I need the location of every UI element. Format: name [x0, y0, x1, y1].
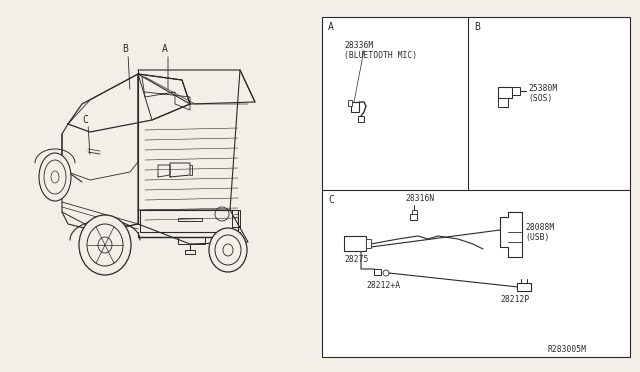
Ellipse shape — [44, 160, 66, 194]
Bar — [498, 87, 512, 98]
Ellipse shape — [87, 224, 123, 266]
Text: (USB): (USB) — [525, 232, 549, 241]
Text: 28275: 28275 — [344, 256, 369, 264]
Bar — [351, 102, 359, 112]
Bar — [322, 17, 630, 357]
Ellipse shape — [79, 215, 131, 275]
Bar — [348, 100, 352, 106]
Text: C: C — [82, 115, 88, 125]
Ellipse shape — [223, 244, 233, 256]
Bar — [412, 210, 417, 214]
Bar — [358, 116, 364, 122]
Text: A: A — [328, 22, 334, 32]
Ellipse shape — [215, 235, 241, 265]
Text: 28316N: 28316N — [405, 193, 435, 202]
Text: 28336M: 28336M — [344, 41, 373, 49]
Ellipse shape — [51, 171, 59, 183]
Ellipse shape — [209, 228, 247, 272]
Text: C: C — [328, 195, 334, 205]
Bar — [410, 214, 417, 220]
Text: (BLUETOOTH MIC): (BLUETOOTH MIC) — [344, 51, 417, 60]
Bar — [512, 87, 520, 95]
Bar — [498, 98, 508, 107]
Text: 28212P: 28212P — [500, 295, 529, 304]
Bar — [344, 236, 366, 251]
Text: 28088M: 28088M — [525, 222, 554, 231]
Text: 25380M: 25380M — [528, 83, 557, 93]
Ellipse shape — [98, 237, 112, 253]
Text: (SOS): (SOS) — [528, 93, 552, 103]
Text: B: B — [474, 22, 480, 32]
Bar — [517, 283, 531, 291]
Ellipse shape — [39, 153, 71, 201]
Text: R283005M: R283005M — [548, 344, 587, 353]
Text: B: B — [122, 44, 128, 54]
Bar — [366, 239, 371, 248]
Bar — [374, 269, 381, 275]
Text: 28212+A: 28212+A — [366, 282, 400, 291]
Text: A: A — [162, 44, 168, 54]
